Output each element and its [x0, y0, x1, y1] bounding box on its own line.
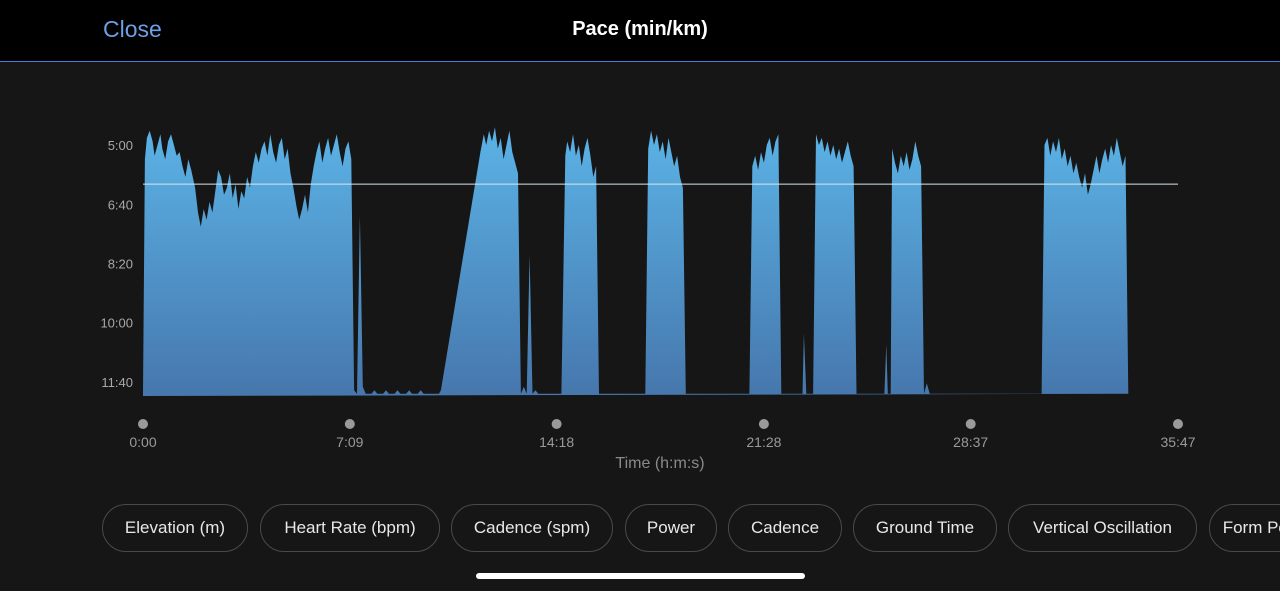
x-tick-label: 14:18	[539, 434, 574, 450]
metric-chip[interactable]: Ground Time	[853, 504, 997, 552]
x-tick-label: 21:28	[746, 434, 781, 450]
page-title: Pace (min/km)	[572, 18, 708, 40]
metric-chip[interactable]: Vertical Oscillation	[1008, 504, 1197, 552]
close-button[interactable]: Close	[103, 16, 162, 42]
y-tick-label: 5:00	[108, 138, 133, 153]
y-tick-label: 6:40	[108, 197, 133, 212]
metric-chip[interactable]: Cadence	[728, 504, 842, 552]
metric-chip[interactable]: Elevation (m)	[102, 504, 248, 552]
header-bar: Close Pace (min/km)	[0, 0, 1280, 62]
x-tick-marker[interactable]	[965, 419, 976, 429]
metric-chip[interactable]: Heart Rate (bpm)	[260, 504, 440, 552]
x-tick-marker[interactable]	[1173, 419, 1183, 429]
x-tick-marker[interactable]	[551, 419, 562, 429]
metric-chip[interactable]: Cadence (spm)	[451, 504, 613, 552]
y-tick-label: 10:00	[100, 316, 133, 331]
y-tick-label: 8:20	[108, 256, 133, 271]
x-tick-label: 35:47	[1160, 434, 1195, 450]
pace-chart[interactable]: 5:00 6:40 8:20 10:00 11:40 0:00 7:09 14:18 21:2…	[0, 62, 1280, 482]
x-tick-label: 0:00	[129, 434, 156, 450]
y-axis: 5:00 6:40 8:20 10:00 11:40	[100, 138, 133, 390]
y-tick-label: 11:40	[101, 375, 133, 390]
x-tick-marker[interactable]	[344, 419, 355, 429]
x-axis[interactable]: 0:00 7:09 14:18 21:28 28:37 35:47	[129, 419, 1196, 450]
x-tick-marker[interactable]	[758, 419, 769, 429]
home-indicator[interactable]	[476, 573, 805, 579]
x-tick-label: 7:09	[336, 434, 363, 450]
x-axis-label: Time (h:m:s)	[615, 455, 704, 472]
pace-area-series	[143, 127, 1132, 396]
metric-chip[interactable]: Power	[625, 504, 717, 552]
x-tick-label: 28:37	[953, 434, 988, 450]
metric-selector: Elevation (m) Heart Rate (bpm) Cadence (sp…	[0, 504, 1280, 554]
metric-chip[interactable]: Form Power	[1209, 504, 1280, 552]
x-tick-marker[interactable]	[138, 419, 148, 429]
